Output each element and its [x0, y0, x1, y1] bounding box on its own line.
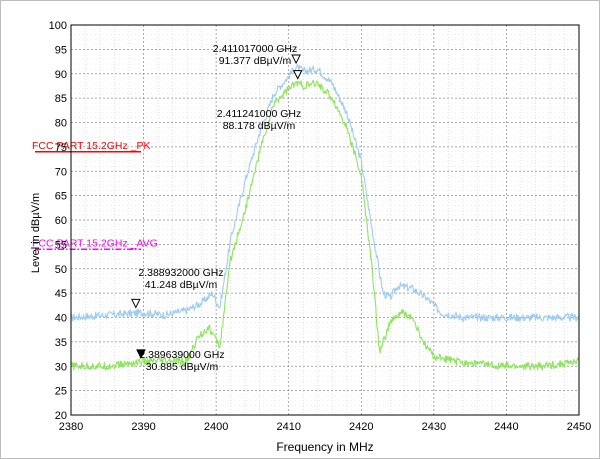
marker-frequency-label: 2.388932000 GHz	[138, 267, 223, 279]
y-tick-label: 50	[55, 264, 67, 276]
y-tick-label: 65	[55, 191, 67, 203]
tick-labels: 2380 2390 2400 2410 2420 2430 2440 2450 20 25 30 35…	[49, 20, 592, 433]
y-tick-label: 35	[55, 337, 67, 349]
marker-level-label: 30.885 dBµV/m	[146, 361, 219, 373]
y-tick-label: 100	[49, 20, 67, 32]
y-tick-label: 90	[55, 69, 67, 81]
marker-frequency-label: 2.411017000 GHz	[213, 43, 297, 55]
x-tick-label: 2450	[567, 421, 591, 433]
y-tick-label: 80	[55, 118, 67, 130]
y-tick-label: 40	[55, 313, 67, 325]
marker-frequency-label: 2.389639000 GHz	[139, 349, 224, 361]
marker-level-label: 91.377 dBµV/m	[219, 55, 292, 67]
marker-triangle	[136, 349, 146, 360]
x-tick-label: 2430	[422, 421, 446, 433]
x-axis-title: Frequency in MHz	[276, 440, 373, 454]
series-line-2	[70, 79, 580, 371]
limit-line-label: FCC PART 15.2GHz _AVG	[32, 237, 158, 249]
x-tick-label: 2440	[494, 421, 518, 433]
marker-triangle	[131, 298, 141, 309]
grid	[70, 24, 580, 416]
y-tick-label: 45	[55, 288, 67, 300]
x-tick-label: 2410	[276, 421, 300, 433]
y-axis-title: Level in dBµV/m	[30, 193, 42, 273]
x-tick-label: 2380	[59, 421, 83, 433]
y-tick-label: 20	[55, 410, 67, 422]
series-group	[70, 64, 580, 371]
series-line-1	[70, 64, 580, 322]
y-tick-label: 70	[55, 166, 67, 178]
y-tick-label: 95	[55, 44, 67, 56]
y-tick-label: 25	[55, 386, 67, 398]
marker-triangle	[292, 70, 303, 80]
plot-area-border	[70, 24, 580, 416]
x-tick-label: 2420	[349, 421, 373, 433]
y-tick-label: 55	[55, 239, 67, 251]
limit-lines: FCC PART 15.2GHz _PK FCC PART 15.2GHz _AV…	[32, 140, 158, 250]
marker-level-label: 88.178 dBµV/m	[223, 120, 296, 132]
x-tick-label: 2390	[131, 421, 155, 433]
marker-frequency-label: 2.411241000 GHz	[217, 108, 301, 120]
marker-level-label: 41.248 dBµV/m	[145, 279, 218, 291]
x-tick-label: 2400	[204, 421, 228, 433]
y-tick-label: 75	[55, 142, 67, 154]
y-tick-label: 85	[55, 93, 67, 105]
y-tick-label: 30	[55, 361, 67, 373]
limit-line-label: FCC PART 15.2GHz _PK	[32, 140, 150, 152]
y-tick-label: 60	[55, 215, 67, 227]
marker-triangle	[291, 54, 301, 65]
